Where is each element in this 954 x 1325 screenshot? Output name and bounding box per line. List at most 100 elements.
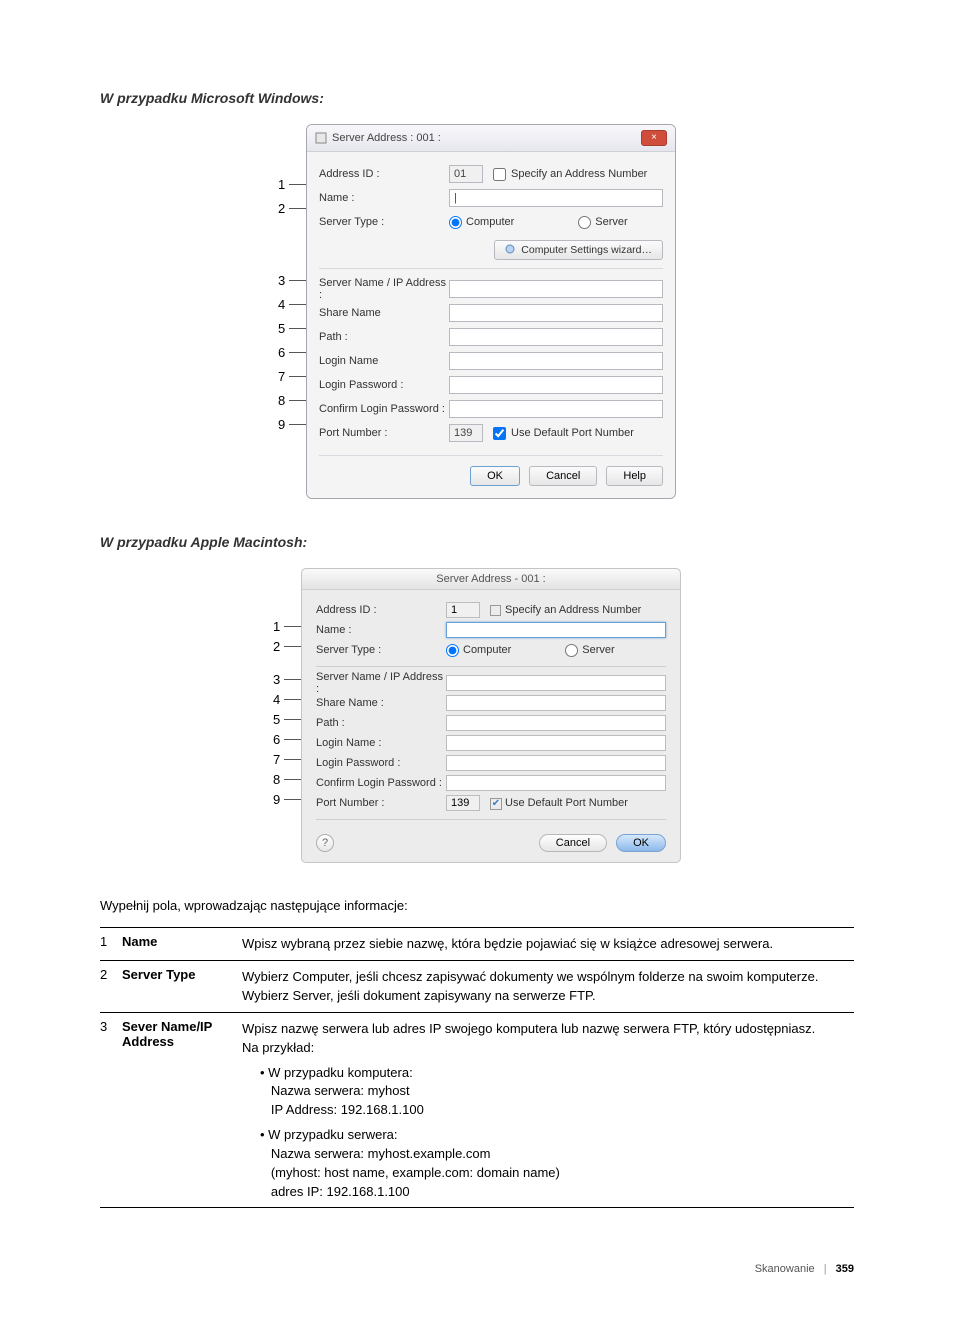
- mac-address-id-label: Address ID :: [316, 604, 446, 616]
- close-icon[interactable]: ×: [641, 130, 667, 146]
- callout-3: 3: [278, 273, 285, 288]
- mac-name-label: Name :: [316, 624, 446, 636]
- path-input[interactable]: [449, 328, 663, 346]
- mac-dialog-body: Address ID : Specify an Address Number N…: [302, 590, 680, 862]
- login-password-label: Login Password :: [319, 379, 449, 391]
- heading-windows: W przypadku Microsoft Windows:: [100, 90, 854, 106]
- mac-radio-server-input[interactable]: [565, 644, 578, 657]
- row-key: Server Type: [122, 960, 242, 1012]
- radio-server[interactable]: Server: [578, 216, 627, 229]
- mac-name-input[interactable]: [446, 622, 666, 638]
- field-description-table: 1 Name Wpisz wybraną przez siebie nazwę,…: [100, 927, 854, 1208]
- specify-address-label: Specify an Address Number: [511, 168, 647, 180]
- mac-callout-5: 5: [273, 712, 280, 727]
- radio-computer[interactable]: Computer: [449, 216, 514, 229]
- mac-share-name-label: Share Name :: [316, 697, 446, 709]
- computer-settings-wizard-button[interactable]: Computer Settings wizard…: [494, 240, 663, 260]
- callout-2: 2: [278, 201, 285, 216]
- callout-8: 8: [278, 393, 285, 408]
- mac-login-password-label: Login Password :: [316, 757, 446, 769]
- mac-dialog-with-numbers: 1 2 3 4 5 6 7 8 9 Server Address - 001 :…: [273, 568, 681, 863]
- windows-dialog-with-numbers: 1 2 3 4 5 6 7 8 9 Server Address : 001 :…: [278, 124, 676, 499]
- mac-use-default-port-checkbox[interactable]: [490, 797, 505, 810]
- row-key: Name: [122, 928, 242, 961]
- mac-callout-8: 8: [273, 772, 280, 787]
- mac-callout-3: 3: [273, 672, 280, 687]
- windows-title-text: Server Address : 001 :: [332, 132, 441, 144]
- share-name-input[interactable]: [449, 304, 663, 322]
- login-password-input[interactable]: [449, 376, 663, 394]
- mac-callout-6: 6: [273, 732, 280, 747]
- mac-dialog: Server Address - 001 : Address ID : Spec…: [301, 568, 681, 863]
- mac-path-input[interactable]: [446, 715, 666, 731]
- path-label: Path :: [319, 331, 449, 343]
- mac-login-name-label: Login Name :: [316, 737, 446, 749]
- mac-server-type-label: Server Type :: [316, 644, 446, 656]
- name-input[interactable]: [449, 189, 663, 207]
- mac-port-input[interactable]: [446, 795, 480, 811]
- ok-button[interactable]: OK: [470, 466, 520, 486]
- mac-specify-address-checkbox[interactable]: [490, 605, 501, 616]
- instruction-paragraph: Wypełnij pola, wprowadzając następujące …: [100, 898, 854, 913]
- mac-button-row: ? Cancel OK: [316, 826, 666, 852]
- callout-4: 4: [278, 297, 285, 312]
- mac-server-name-ip-input[interactable]: [446, 675, 666, 691]
- mac-ok-button[interactable]: OK: [616, 834, 666, 852]
- row-key: Sever Name/IP Address: [122, 1012, 242, 1208]
- server-name-ip-label: Server Name / IP Address :: [319, 277, 449, 301]
- radio-computer-input[interactable]: [449, 216, 462, 229]
- mac-cancel-button[interactable]: Cancel: [539, 834, 607, 852]
- port-number-input[interactable]: [449, 424, 483, 442]
- row-number: 3: [100, 1012, 122, 1208]
- dialog-icon: [315, 132, 327, 144]
- mac-confirm-password-input[interactable]: [446, 775, 666, 791]
- mac-radio-server[interactable]: Server: [565, 644, 614, 657]
- row-number: 2: [100, 960, 122, 1012]
- row-text: Wpisz wybraną przez siebie nazwę, która …: [242, 928, 854, 961]
- port-number-label: Port Number :: [319, 427, 449, 439]
- server-type-label: Server Type :: [319, 216, 449, 228]
- mac-login-name-input[interactable]: [446, 735, 666, 751]
- bullet-line: (myhost: host name, example.com: domain …: [271, 1165, 560, 1180]
- mac-path-label: Path :: [316, 717, 446, 729]
- mac-login-password-input[interactable]: [446, 755, 666, 771]
- callout-9: 9: [278, 417, 285, 432]
- mac-server-name-ip-label: Server Name / IP Address :: [316, 671, 446, 695]
- mac-callout-2: 2: [273, 639, 280, 654]
- mac-help-button[interactable]: ?: [316, 834, 334, 852]
- use-default-port-label: Use Default Port Number: [511, 427, 634, 439]
- use-default-port-checkbox[interactable]: [493, 427, 506, 440]
- specify-address-checkbox[interactable]: [493, 168, 506, 181]
- mac-use-default-port-label: Use Default Port Number: [505, 797, 628, 809]
- mac-radio-computer-input[interactable]: [446, 644, 459, 657]
- heading-mac: W przypadku Apple Macintosh:: [100, 534, 854, 550]
- mac-share-name-input[interactable]: [446, 695, 666, 711]
- login-name-input[interactable]: [449, 352, 663, 370]
- share-name-label: Share Name: [319, 307, 449, 319]
- name-label: Name :: [319, 192, 449, 204]
- login-name-label: Login Name: [319, 355, 449, 367]
- server-name-ip-input[interactable]: [449, 280, 663, 298]
- row-number: 1: [100, 928, 122, 961]
- radio-server-text: Server: [595, 216, 627, 228]
- windows-dialog-body: Address ID : Specify an Address Number N…: [307, 152, 675, 498]
- row-text-line: Wybierz Server, jeśli dokument zapisywan…: [242, 988, 596, 1003]
- mac-callout-7: 7: [273, 752, 280, 767]
- list-item: • W przypadku komputera: Nazwa serwera: …: [260, 1064, 846, 1121]
- mac-divider-2: [316, 819, 666, 820]
- mac-radio-computer[interactable]: Computer: [446, 644, 511, 657]
- page-number: 359: [836, 1263, 854, 1275]
- radio-server-input[interactable]: [578, 216, 591, 229]
- confirm-password-input[interactable]: [449, 400, 663, 418]
- help-button[interactable]: Help: [606, 466, 663, 486]
- mac-address-id-input[interactable]: [446, 602, 480, 618]
- callout-5: 5: [278, 321, 285, 336]
- confirm-password-label: Confirm Login Password :: [319, 403, 449, 415]
- mac-callout-4: 4: [273, 692, 280, 707]
- bullet-line: W przypadku serwera:: [268, 1127, 397, 1142]
- cancel-button[interactable]: Cancel: [529, 466, 597, 486]
- list-item: • W przypadku serwera: Nazwa serwera: my…: [260, 1126, 846, 1201]
- address-id-input[interactable]: [449, 165, 483, 183]
- mac-specify-address-label: Specify an Address Number: [505, 604, 641, 616]
- footer-label: Skanowanie: [755, 1263, 815, 1275]
